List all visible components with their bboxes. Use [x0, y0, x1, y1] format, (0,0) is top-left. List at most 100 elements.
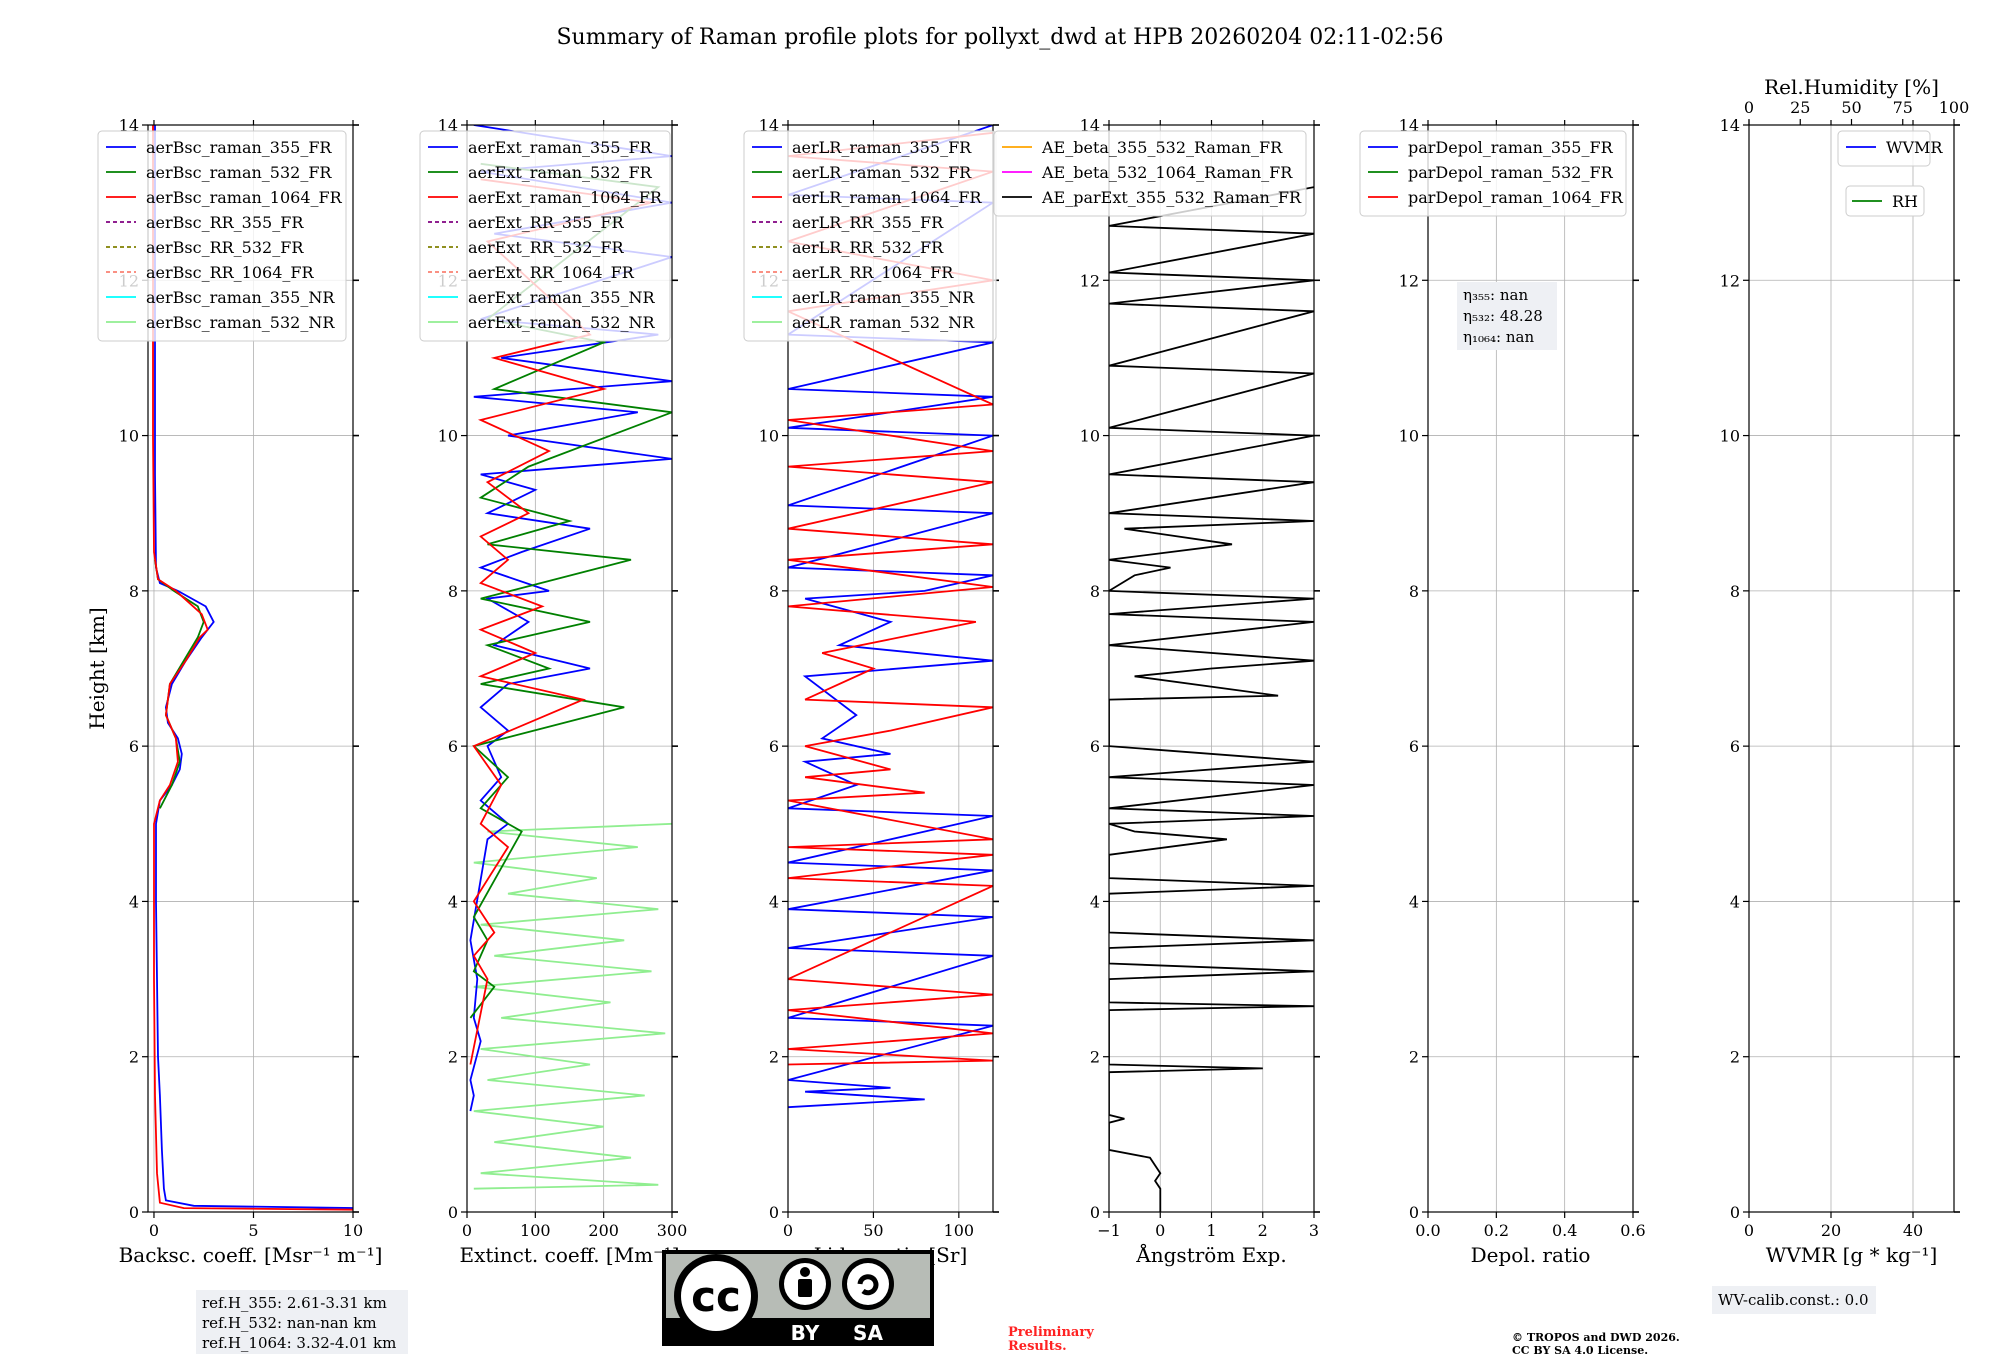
legend-label: aerLR_raman_532_FR — [792, 163, 972, 182]
legend-label: AE_parExt_355_532_Raman_FR — [1041, 188, 1302, 207]
series-line-aerLR_raman_1064_FR — [788, 131, 993, 1066]
axes-frame — [147, 124, 354, 1213]
by-person-head — [800, 1267, 810, 1277]
legend: aerBsc_raman_355_FR aerBsc_raman_532_FRae… — [97, 130, 347, 342]
y-tick-label: 8 — [1409, 582, 1419, 601]
x-axis-label: Depol. ratio — [1471, 1243, 1591, 1267]
axes-frame — [466, 124, 673, 1213]
legend-label: aerLR_raman_355_NR — [792, 288, 975, 307]
y-tick-label: 6 — [448, 737, 458, 756]
y-tick-label: 4 — [129, 892, 139, 911]
axes-frame — [1748, 124, 1955, 1213]
by-person-body — [798, 1279, 812, 1297]
series-group — [469, 125, 672, 1190]
legend-label: aerBsc_RR_355_FR — [146, 213, 304, 232]
copyright-line2: CC BY SA 4.0 License. — [1512, 1344, 1648, 1357]
cc-circle-inner — [681, 1261, 751, 1331]
x-tick-label: 40 — [1903, 1221, 1923, 1240]
x-tick-label: 0 — [1155, 1221, 1165, 1240]
x-tick-label: 0 — [149, 1221, 159, 1240]
y-tick-label: 2 — [769, 1048, 779, 1067]
legend: WVMR — [1837, 130, 1943, 167]
y-tick-label: 8 — [1730, 582, 1740, 601]
sa-arrow-icon — [857, 1274, 879, 1296]
panel-lr: 02468101214050100Lidar ratio [Sr]aerLR_r… — [743, 116, 999, 1267]
panel-depol: 0 2 4 6 8 10 12 14 0.0 0.2 0.4 0.6 Depol. ratio parDe… — [1359, 116, 1646, 1267]
cc-sa-text: SA — [853, 1321, 883, 1345]
ref-height-line: ref.H_532: nan-nan km — [202, 1314, 377, 1332]
y-tick-label: 4 — [1090, 892, 1100, 911]
x-tick-label: 0 — [462, 1221, 472, 1240]
y-tick-label: 2 — [1090, 1048, 1100, 1067]
x-tick-label: 100 — [944, 1221, 975, 1240]
y-tick-label: 0 — [769, 1203, 779, 1222]
y-tick-label: 0 — [1090, 1203, 1100, 1222]
x-tick-label: 50 — [863, 1221, 883, 1240]
axes-frame — [1427, 124, 1634, 1213]
legend-box — [419, 130, 671, 342]
y-tick-label: 14 — [438, 116, 458, 135]
legend-label: AE_beta_532_1064_Raman_FR — [1041, 163, 1293, 182]
legend-box — [743, 130, 997, 342]
x-tick-label: 10 — [343, 1221, 363, 1240]
y-tick-label: 2 — [448, 1048, 458, 1067]
y-tick-label: 14 — [1720, 116, 1740, 135]
x-tick-label: 200 — [588, 1221, 619, 1240]
series-line-AE_parExt_355_532_Raman_FR — [1109, 186, 1314, 1212]
y-tick-label: 12 — [1720, 271, 1740, 290]
series-line-aerExt_raman_1064_FR — [469, 178, 652, 1065]
legend: aerLR_raman_355_FR aerLR_raman_532_FR aerL… — [743, 130, 997, 342]
y-tick-label: 4 — [448, 892, 458, 911]
eta-box — [1457, 282, 1557, 350]
ref-height-line: ref.H_355: 2.61-3.31 km — [202, 1294, 387, 1312]
y-tick-label: 8 — [129, 582, 139, 601]
legend-label: aerExt_RR_532_FR — [468, 238, 625, 257]
y-tick-label: 6 — [1730, 737, 1740, 756]
legend-label: parDepol_raman_355_FR — [1408, 138, 1614, 157]
series-line-aerExt_raman_532_NR — [473, 822, 672, 1190]
y-tick-label: 14 — [1399, 116, 1419, 135]
axes-frame — [787, 124, 994, 1213]
copyright-line1: © TROPOS and DWD 2026. — [1512, 1331, 1680, 1344]
x-tick-label: 2 — [1258, 1221, 1268, 1240]
y-tick-label: 4 — [1409, 892, 1419, 911]
legend-label: aerBsc_raman_1064_FR — [146, 188, 343, 207]
x-tick-label: 0.6 — [1620, 1221, 1645, 1240]
x-tick-label: 300 — [657, 1221, 688, 1240]
y-tick-label: 6 — [1409, 737, 1419, 756]
sa-icon-inner — [847, 1263, 889, 1305]
y-tick-label: 10 — [1399, 427, 1419, 446]
x-axis-label: Backsc. coeff. [Msr⁻¹ m⁻¹] — [119, 1243, 383, 1267]
legend-rh: RH — [1845, 185, 1925, 217]
x-axis-label: Ångström Exp. — [1135, 1242, 1286, 1267]
legend-label: WVMR — [1886, 138, 1943, 157]
y-axis-label: Height [km] — [85, 607, 109, 729]
x-tick-label: 0 — [1744, 1221, 1754, 1240]
top-x-tick-label: 25 — [1790, 98, 1810, 117]
legend-label: aerExt_raman_1064_FR — [468, 188, 663, 207]
legend-label: aerLR_RR_532_FR — [792, 238, 944, 257]
y-tick-label: 0 — [129, 1203, 139, 1222]
x-tick-label: 100 — [520, 1221, 551, 1240]
legend-box — [1359, 130, 1627, 217]
y-tick-label: 10 — [438, 427, 458, 446]
y-tick-label: 14 — [119, 116, 139, 135]
x-axis-label: Extinct. coeff. [Mm⁻¹] — [459, 1243, 679, 1267]
legend-box — [97, 130, 347, 342]
figure-title: Summary of Raman profile plots for polly… — [556, 25, 1443, 50]
y-tick-label: 6 — [769, 737, 779, 756]
x-tick-label: 3 — [1309, 1221, 1319, 1240]
y-tick-label: 0 — [1409, 1203, 1419, 1222]
x-tick-label: 5 — [248, 1221, 258, 1240]
y-tick-label: 14 — [759, 116, 779, 135]
top-x-axis-label: Rel.Humidity [%] — [1764, 75, 1939, 99]
y-tick-label: 10 — [1080, 427, 1100, 446]
top-x-tick-label: 0 — [1744, 98, 1754, 117]
y-tick-label: 8 — [1090, 582, 1100, 601]
legend-label: aerLR_raman_355_FR — [792, 138, 972, 157]
legend-label: aerExt_raman_355_NR — [468, 288, 656, 307]
legend-label: AE_beta_355_532_Raman_FR — [1041, 138, 1283, 157]
x-axis-label: WVMR [g * kg⁻¹] — [1766, 1243, 1938, 1267]
y-tick-label: 10 — [759, 427, 779, 446]
